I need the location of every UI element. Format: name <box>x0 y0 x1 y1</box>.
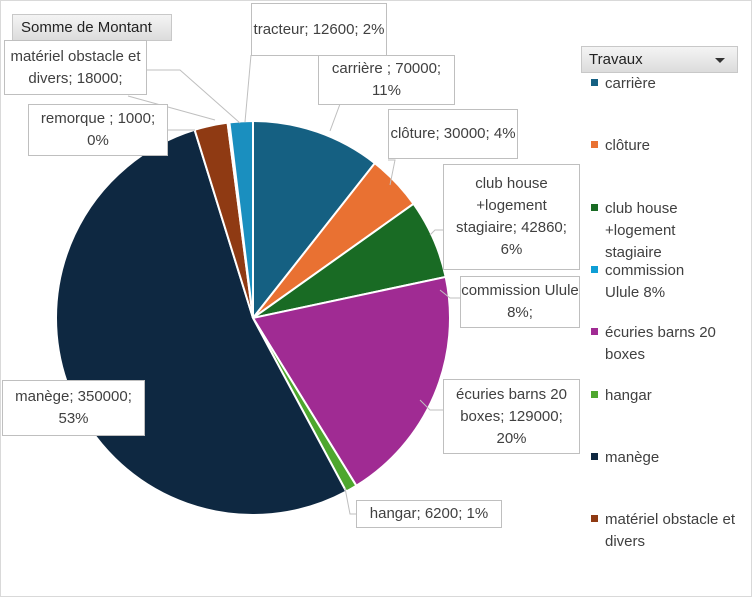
legend-swatch <box>591 453 598 460</box>
legend-swatch <box>591 391 598 398</box>
pie-slice-4[interactable] <box>251 275 451 488</box>
data-label-hangar: hangar; 6200; 1% <box>356 500 502 528</box>
legend-swatch <box>591 204 598 211</box>
legend-title: Travaux <box>589 51 643 68</box>
pie-slice-9[interactable] <box>228 119 254 319</box>
legend-swatch <box>591 328 598 335</box>
data-label-text: club house +logement stagiaire; 42860; 6… <box>456 175 567 258</box>
legend-label: clôture <box>605 137 651 154</box>
legend-swatch <box>591 141 598 148</box>
leader-line-2 <box>429 229 443 236</box>
value-field-button[interactable]: Somme de Montant <box>12 14 172 41</box>
leader-line-4 <box>419 399 443 411</box>
legend-label: manège <box>605 449 660 466</box>
data-label-cloture: clôture; 30000; 4% <box>388 109 518 159</box>
data-label-materiel: matériel obstacle et divers; 18000; <box>4 40 147 95</box>
leader-line-9 <box>127 95 216 121</box>
data-label-text: clôture; 30000; 4% <box>390 125 516 142</box>
legend-swatch <box>591 515 598 522</box>
leader-line-5 <box>344 487 356 515</box>
leader-line-8 <box>244 54 252 123</box>
legend-label: carrière <box>605 75 656 92</box>
data-label-carriere: carrière ; 70000; 11% <box>318 55 455 105</box>
data-label-text: remorque ; 1000; 0% <box>40 110 156 149</box>
legend-swatch <box>591 79 598 86</box>
leader-line-1 <box>388 159 396 186</box>
value-field-label: Somme de Montant <box>21 19 152 36</box>
data-label-text: carrière ; 70000; 11% <box>331 60 442 99</box>
data-label-ecuries: écuries barns 20 boxes; 129000; 20% <box>443 379 580 454</box>
data-label-text: hangar; 6200; 1% <box>369 505 489 522</box>
data-label-club-house: club house +logement stagiaire; 42860; 6… <box>443 164 580 270</box>
data-label-remorque: remorque ; 1000; 0% <box>28 104 168 156</box>
legend-label: écuries barns 20 boxes <box>605 324 716 363</box>
data-label-text: tracteur; 12600; 2% <box>253 20 385 38</box>
legend-swatch <box>591 266 598 273</box>
data-label-text: manège; 350000; 53% <box>15 388 132 427</box>
legend-label: commission Ulule 8% <box>605 262 685 301</box>
dropdown-arrow-icon[interactable] <box>715 58 725 63</box>
data-label-manege: manège; 350000; 53% <box>2 380 145 436</box>
data-label-tracteur: tracteur; 12600; 2% <box>251 3 387 56</box>
data-label-text: écuries barns 20 boxes; 129000; 20% <box>456 385 567 447</box>
legend-label: matériel obstacle et divers <box>605 511 736 550</box>
leader-line-0 <box>318 103 341 132</box>
pie-slice-0[interactable] <box>252 119 377 321</box>
data-label-commission: commission Ulule 8%; <box>460 276 580 328</box>
leader-line-6 <box>147 69 241 124</box>
data-label-text: matériel obstacle et divers; 18000; <box>10 47 141 87</box>
leader-line-3 <box>439 289 460 299</box>
legend-filter-button[interactable]: Travaux <box>581 46 738 73</box>
data-label-text: commission Ulule 8%; <box>461 282 579 321</box>
legend-label: club house +logement stagiaire <box>605 200 678 261</box>
legend-label: hangar <box>605 387 652 404</box>
